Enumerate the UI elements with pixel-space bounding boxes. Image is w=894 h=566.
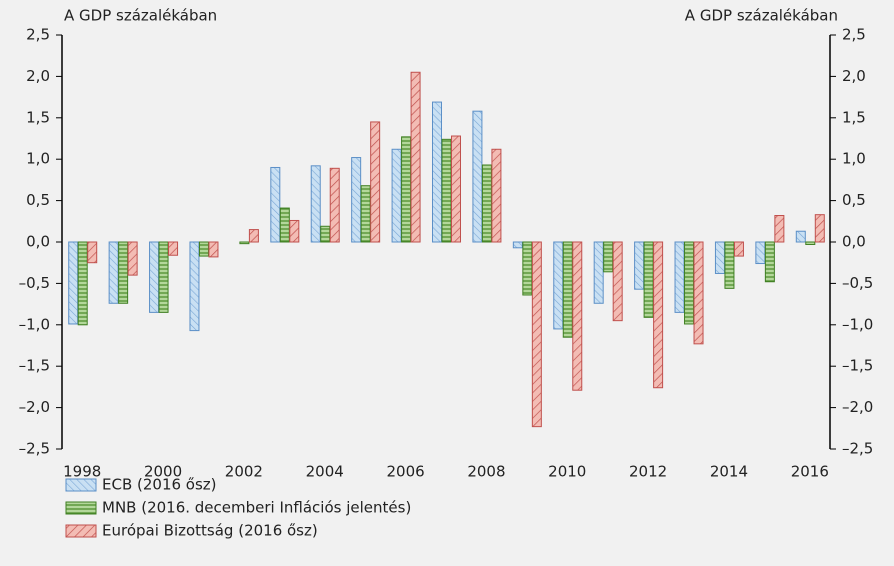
bar <box>674 241 685 313</box>
legend-swatch <box>65 478 97 492</box>
bar <box>351 157 362 243</box>
x-tick-label: 2004 <box>306 463 344 481</box>
y-tick-label: –1,5 <box>19 357 50 375</box>
bar <box>814 214 825 243</box>
bar <box>87 241 98 264</box>
bar <box>370 121 381 243</box>
y2-tick-label: –0,5 <box>842 274 873 292</box>
bar <box>653 241 664 389</box>
bar <box>724 241 735 289</box>
bar <box>360 185 371 243</box>
x-tick-label: 2010 <box>548 463 586 481</box>
bar <box>198 241 209 257</box>
bar <box>572 241 583 391</box>
bar <box>522 241 533 296</box>
bar <box>270 166 281 243</box>
legend-label: Európai Bizottság (2016 ősz) <box>102 522 318 540</box>
bar <box>603 241 614 273</box>
y2-tick-label: 1,0 <box>842 150 866 168</box>
bar <box>451 135 461 243</box>
bar <box>310 165 321 243</box>
bar <box>531 241 542 428</box>
bar <box>279 207 290 243</box>
bar <box>562 241 573 338</box>
y2-tick-label: –1,5 <box>842 357 873 375</box>
bar <box>320 225 331 243</box>
bar <box>108 241 119 304</box>
bar <box>774 215 785 243</box>
bar <box>491 148 502 243</box>
y-tick-label: –2,5 <box>19 440 50 458</box>
legend-swatch <box>65 501 97 515</box>
bar <box>158 241 169 313</box>
bar <box>149 241 160 313</box>
y-tick-label: 0,5 <box>26 191 50 209</box>
bar <box>410 71 421 243</box>
x-tick-label: 2006 <box>386 463 424 481</box>
bar <box>472 110 483 243</box>
bar <box>289 219 300 243</box>
bar <box>693 241 704 345</box>
x-tick-label: 2000 <box>144 463 182 481</box>
y-tick-label: 2,5 <box>26 26 50 44</box>
y-tick-label: –1,0 <box>19 315 50 333</box>
bar <box>127 241 138 276</box>
bar <box>248 229 259 243</box>
bar <box>612 241 623 322</box>
bar <box>764 241 775 283</box>
x-tick-label: 2008 <box>467 463 505 481</box>
bar <box>401 136 412 243</box>
x-tick-label: 1998 <box>63 463 101 481</box>
bar <box>329 167 340 243</box>
bar <box>714 241 725 274</box>
y-axis-title: A GDP százalékában <box>64 7 217 25</box>
bar <box>755 241 766 265</box>
bar <box>391 148 402 243</box>
y2-tick-label: 1,5 <box>842 108 866 126</box>
bar <box>77 241 88 326</box>
y2-tick-label: –2,5 <box>842 440 873 458</box>
legend-label: MNB (2016. decemberi Inflációs jelentés) <box>102 499 411 517</box>
bar <box>795 230 806 243</box>
bar <box>643 241 654 318</box>
bar <box>68 241 79 325</box>
bar <box>432 101 442 243</box>
y2-tick-label: 0,5 <box>842 191 866 209</box>
x-tick-label: 2002 <box>225 463 263 481</box>
bar <box>512 241 523 249</box>
bar <box>593 241 604 304</box>
y-tick-label: 1,0 <box>26 150 50 168</box>
y-tick-label: 1,5 <box>26 108 50 126</box>
legend-swatch <box>65 524 97 538</box>
y2-tick-label: 2,0 <box>842 67 866 85</box>
x-tick-label: 2016 <box>791 463 829 481</box>
y2-axis-title: A GDP százalékában <box>685 7 838 25</box>
bar <box>168 241 179 256</box>
bar <box>118 241 129 304</box>
bar <box>634 241 645 290</box>
x-tick-label: 2014 <box>710 463 748 481</box>
bar <box>189 241 200 332</box>
y-tick-label: –2,0 <box>19 398 50 416</box>
bar <box>441 138 452 243</box>
bar <box>733 241 744 257</box>
bar <box>805 241 816 245</box>
bar <box>239 241 250 245</box>
bar <box>553 241 564 330</box>
y-tick-label: 2,0 <box>26 67 50 85</box>
y2-tick-label: 2,5 <box>842 26 866 44</box>
y2-tick-label: 0,0 <box>842 233 866 251</box>
legend-label: ECB (2016 ősz) <box>102 476 217 494</box>
y-tick-label: 0,0 <box>26 233 50 251</box>
bar <box>684 241 695 325</box>
y2-tick-label: –2,0 <box>842 398 873 416</box>
y-tick-label: –0,5 <box>19 274 50 292</box>
bar <box>208 241 219 258</box>
x-tick-label: 2012 <box>629 463 667 481</box>
y2-tick-label: –1,0 <box>842 315 873 333</box>
bar <box>481 164 492 243</box>
